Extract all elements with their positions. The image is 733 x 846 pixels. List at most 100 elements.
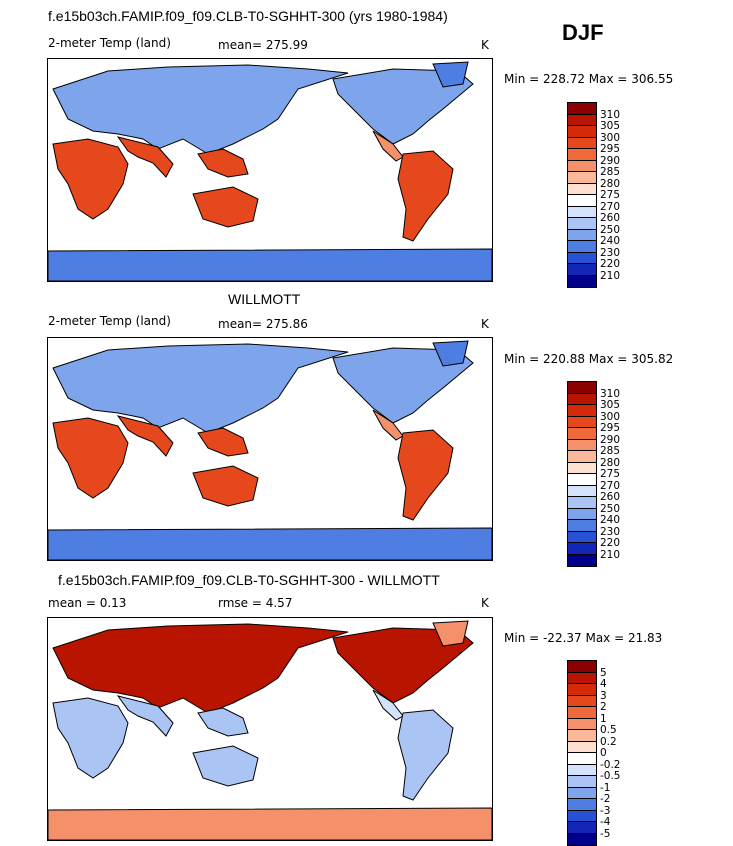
continent-arabia-india (116, 415, 174, 457)
colorbar-label: 295 (600, 143, 621, 155)
colorbar-label: 305 (600, 399, 621, 411)
colorbar-label: 5 (600, 666, 607, 679)
colorbar-label: 0.5 (600, 724, 617, 736)
continent-australia (192, 745, 259, 787)
colorbar-segment (568, 485, 596, 497)
colorbar-segment (568, 776, 596, 788)
colorbar-segment (568, 787, 596, 799)
colorbar-segment (568, 822, 596, 834)
colorbar-segment (568, 718, 596, 730)
continent-south-america (397, 709, 454, 801)
panel-3-minmax: Min = -22.37 Max = 21.83 (504, 631, 663, 645)
panel-3-mean: mean = 0.13 (48, 596, 127, 610)
colorbar-segment (568, 554, 596, 566)
colorbar-segment (568, 508, 596, 520)
colorbar-segment (568, 741, 596, 753)
colorbar-segment (568, 833, 596, 845)
panel-3-units: K (481, 596, 489, 610)
colorbar-segment (568, 149, 596, 161)
colorbar-label: 240 (600, 235, 621, 247)
colorbar-segment (568, 730, 596, 742)
colorbar-label: 280 (600, 456, 621, 469)
panel-1-title: f.e15b03ch.FAMIP.f09_f09.CLB-T0-SGHHT-30… (48, 8, 448, 24)
continent-africa (52, 138, 129, 220)
colorbar-box (567, 381, 597, 567)
colorbar-label: 230 (600, 246, 621, 259)
colorbar-segment (568, 520, 596, 532)
colorbar-label: 275 (600, 468, 621, 480)
continent-europe-asia (52, 64, 349, 155)
colorbar-segment (568, 218, 596, 230)
colorbar-label: -3 (600, 804, 611, 817)
colorbar-segment (568, 229, 596, 241)
colorbar-label: -1 (600, 781, 611, 794)
continent-antarctica (48, 807, 492, 840)
colorbar-label: 290 (600, 154, 621, 167)
panel-2-mean: mean= 275.86 (218, 317, 308, 331)
colorbar-segment (568, 428, 596, 440)
continent-australia (192, 186, 259, 228)
panel-2-variable: 2-meter Temp (land) (48, 314, 171, 328)
panel-1-variable: 2-meter Temp (land) (48, 36, 171, 50)
colorbar-segment (568, 160, 596, 172)
colorbar-label: -2 (600, 793, 611, 805)
colorbar-segment (568, 137, 596, 149)
colorbar-label: 300 (600, 410, 621, 423)
colorbar-label: 275 (600, 189, 621, 201)
colorbar-label: 270 (600, 479, 621, 492)
colorbar-segment (568, 405, 596, 417)
colorbar-label: 260 (600, 491, 621, 503)
panel-2-map (47, 337, 493, 561)
colorbar-box (567, 102, 597, 288)
colorbar-segment (568, 114, 596, 126)
colorbar-segment (568, 195, 596, 207)
colorbar-segment (568, 474, 596, 486)
continent-greenland (432, 340, 469, 367)
panel-2-minmax: Min = 220.88 Max = 305.82 (504, 352, 674, 366)
panel-1-units: K (481, 38, 489, 52)
colorbar-label: 0 (600, 747, 607, 759)
colorbar-segment (568, 543, 596, 555)
continent-antarctica (48, 248, 492, 281)
colorbar-segment (568, 764, 596, 776)
colorbar-segment (568, 497, 596, 509)
continent-se-asia (197, 427, 249, 457)
continent-central-america (372, 689, 404, 721)
colorbar-label: 310 (600, 108, 621, 121)
continent-africa (52, 697, 129, 779)
colorbar-label: -4 (600, 816, 611, 828)
continent-central-america (372, 409, 404, 441)
colorbar-label: 220 (600, 537, 621, 549)
colorbar-segment (568, 707, 596, 719)
colorbar-label: -5 (600, 827, 611, 840)
colorbar-box (567, 660, 597, 846)
colorbar-segment (568, 799, 596, 811)
continent-central-america (372, 130, 404, 162)
colorbar-segment (568, 810, 596, 822)
colorbar-label: 290 (600, 433, 621, 446)
colorbar-segment (568, 439, 596, 451)
panel-2-title: WILLMOTT (228, 291, 301, 307)
panel-1-mean: mean= 275.99 (218, 38, 308, 52)
colorbar-segment (568, 103, 596, 115)
continent-arabia-india (116, 136, 174, 178)
colorbar-segment (568, 126, 596, 138)
colorbar-segment (568, 416, 596, 428)
colorbar-label: 1 (600, 712, 607, 725)
continent-south-america (397, 150, 454, 242)
continent-greenland (432, 61, 469, 88)
season-label: DJF (562, 20, 604, 45)
colorbar-segment (568, 753, 596, 765)
colorbar-segment (568, 275, 596, 287)
colorbar-label: 3 (600, 689, 607, 702)
colorbar-label: -0.5 (600, 770, 621, 782)
colorbar-segment (568, 393, 596, 405)
colorbar-label: 260 (600, 212, 621, 224)
colorbar-label: -0.2 (600, 758, 621, 771)
continent-antarctica (48, 527, 492, 560)
colorbar-label: 4 (600, 678, 607, 690)
colorbar-label: 285 (600, 445, 621, 457)
colorbar-label: 310 (600, 387, 621, 400)
continent-se-asia (197, 148, 249, 178)
panel-3-title: f.e15b03ch.FAMIP.f09_f09.CLB-T0-SGHHT-30… (58, 572, 440, 588)
